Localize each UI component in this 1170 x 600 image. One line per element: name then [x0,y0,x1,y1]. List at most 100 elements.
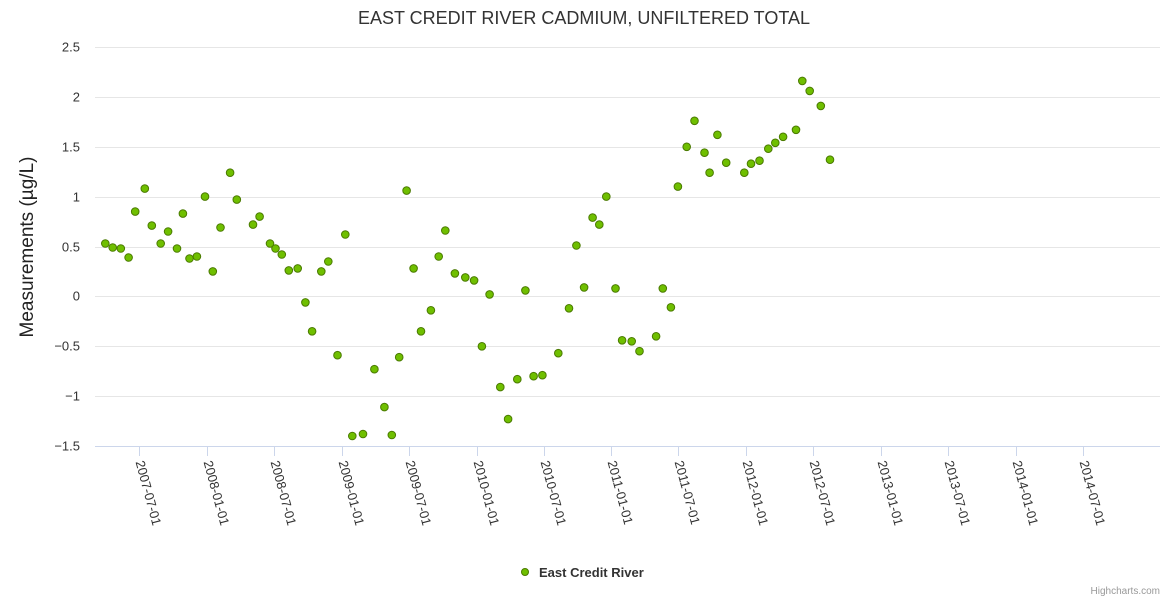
data-point[interactable] [503,414,513,424]
data-point[interactable] [764,144,773,153]
y-axis-ticks: 2.5 2 1.5 1 0.5 0 −0.5 −1 −1.5 [54,40,80,454]
legend[interactable]: East Credit River [521,565,644,580]
x-tick-label: 2009-01-01 [336,459,368,527]
data-point[interactable] [740,168,749,177]
data-point[interactable] [825,155,835,164]
data-point[interactable] [755,156,764,165]
data-point[interactable] [538,370,547,380]
data-point[interactable] [434,252,444,261]
data-point[interactable] [255,212,264,221]
data-point[interactable] [317,267,326,276]
data-point[interactable] [147,221,157,230]
data-point[interactable] [333,350,342,360]
data-point[interactable] [588,213,597,222]
data-point[interactable] [721,158,731,167]
data-point[interactable] [409,264,418,273]
data-point[interactable] [208,267,218,276]
data-point[interactable] [163,227,173,236]
data-point[interactable] [485,290,494,299]
data-point[interactable] [441,226,450,235]
data-point[interactable] [771,138,780,148]
data-point[interactable] [200,192,210,201]
data-point[interactable] [140,184,150,193]
data-point[interactable] [469,276,479,285]
data-point[interactable] [271,244,280,253]
data-point[interactable] [416,327,426,336]
data-point[interactable] [101,239,110,248]
data-point[interactable] [178,209,188,218]
data-point[interactable] [682,142,692,152]
x-tick-label: 2010-01-01 [471,459,503,527]
data-point[interactable] [172,244,182,253]
data-point[interactable] [700,148,709,157]
data-point[interactable] [477,342,487,351]
x-tick-label: 2008-07-01 [268,459,300,527]
data-point[interactable] [284,266,294,275]
data-point[interactable] [529,371,538,381]
data-point[interactable] [341,230,350,239]
data-point[interactable] [617,336,627,345]
y-tick-label: −1 [65,389,80,404]
data-point[interactable] [348,431,357,441]
data-point[interactable] [370,364,379,374]
data-points [101,76,835,441]
data-point[interactable] [232,195,242,204]
data-point[interactable] [394,352,404,362]
data-point[interactable] [324,257,333,266]
data-point[interactable] [248,220,258,229]
data-point[interactable] [521,286,530,295]
data-point[interactable] [798,76,807,86]
data-point[interactable] [690,116,699,126]
data-point[interactable] [602,192,611,201]
x-axis-ticks: 2007-07-01 2008-01-01 2008-07-01 2009-01-01… [133,446,1108,527]
data-point[interactable] [426,306,436,315]
data-point[interactable] [358,429,368,439]
data-point[interactable] [627,337,637,346]
y-tick-label: 2.5 [62,40,80,55]
data-point[interactable] [579,283,589,292]
data-point[interactable] [387,430,397,440]
data-point[interactable] [572,241,581,250]
data-point[interactable] [156,239,165,248]
data-point[interactable] [192,252,202,261]
grid-lines [95,47,1160,447]
data-point[interactable] [791,125,801,135]
data-point[interactable] [666,303,676,312]
data-point[interactable] [301,298,310,307]
data-point[interactable] [293,264,303,273]
data-point[interactable] [805,86,815,96]
data-point[interactable] [496,382,505,392]
data-point[interactable] [277,250,287,259]
legend-label[interactable]: East Credit River [539,565,644,580]
data-point[interactable] [595,220,604,229]
data-point[interactable] [635,346,644,356]
data-point[interactable] [130,207,140,216]
data-point[interactable] [554,348,563,358]
data-point[interactable] [564,304,574,313]
data-point[interactable] [265,239,275,248]
data-point[interactable] [307,327,317,336]
credits-link[interactable]: Highcharts.com [1091,586,1160,597]
data-point[interactable] [402,186,411,195]
data-point[interactable] [816,101,826,111]
data-point[interactable] [108,243,117,252]
data-point[interactable] [651,332,661,341]
data-point[interactable] [673,182,683,191]
data-point[interactable] [513,374,522,384]
data-point[interactable] [746,159,756,168]
x-tick-label: 2007-07-01 [133,459,165,527]
data-point[interactable] [450,269,460,278]
data-point[interactable] [225,168,235,177]
data-point[interactable] [658,284,668,293]
data-point[interactable] [185,254,194,263]
data-point[interactable] [461,273,470,282]
data-point[interactable] [216,223,225,232]
y-tick-label: 0 [73,289,80,304]
data-point[interactable] [611,284,620,293]
data-point[interactable] [116,244,126,253]
data-point[interactable] [713,130,722,140]
data-point[interactable] [124,253,133,262]
data-point[interactable] [778,132,788,142]
data-point[interactable] [380,402,389,412]
data-point[interactable] [705,168,714,177]
